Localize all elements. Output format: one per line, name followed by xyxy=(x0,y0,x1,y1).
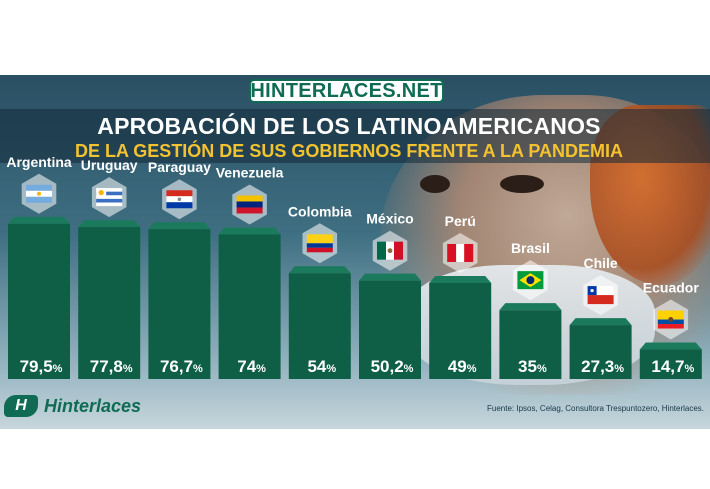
bar-perú xyxy=(429,282,492,379)
brand-site-pill: HINTERLACES.NET xyxy=(249,79,444,103)
category-label: México xyxy=(366,211,413,227)
uruguay-flag-icon xyxy=(96,188,123,207)
value-label: 74% xyxy=(237,357,266,376)
bar-colombia xyxy=(288,273,351,379)
bar-top xyxy=(288,266,351,274)
hinterlaces-logo: H Hinterlaces xyxy=(4,395,141,417)
value-label: 77,8% xyxy=(90,357,133,376)
colombia-flag-icon xyxy=(306,234,333,253)
category-label: Chile xyxy=(583,255,617,271)
peru-flag-icon xyxy=(447,243,474,262)
chart-subtitle: DE LA GESTIÓN DE SUS GOBIERNOS FRENTE A … xyxy=(74,141,624,161)
bar-top xyxy=(429,275,492,283)
background-eye xyxy=(500,175,544,193)
bar-top xyxy=(8,216,70,224)
chile-flag-icon xyxy=(587,286,614,305)
chart-title: APROBACIÓN DE LOS LATINOAMERICANOS xyxy=(97,113,601,139)
category-label: Argentina xyxy=(6,154,72,170)
bar-chile xyxy=(569,325,632,379)
category-label: Brasil xyxy=(511,240,550,256)
background-eye xyxy=(420,175,450,193)
bar-paraguay xyxy=(148,229,211,379)
bar-brasil xyxy=(499,310,562,379)
venezuela-flag-icon xyxy=(236,195,263,214)
category-label: Uruguay xyxy=(81,157,138,173)
bar-top xyxy=(218,227,281,235)
bar-méxico xyxy=(359,280,421,379)
mexico-flag-icon xyxy=(377,241,403,260)
argentina-flag-icon xyxy=(26,184,52,203)
infographic-card: HINTERLACES.NET APROBACIÓN DE LOS LATINO… xyxy=(0,75,710,429)
bar-top xyxy=(499,303,562,311)
bar-top xyxy=(148,222,211,230)
category-label: Venezuela xyxy=(216,164,284,180)
value-label: 14,7% xyxy=(651,357,694,376)
paraguay-flag-icon xyxy=(166,190,193,209)
value-label: 54% xyxy=(307,357,336,376)
bar-top xyxy=(569,318,632,326)
bar-top xyxy=(78,220,141,228)
category-label: Perú xyxy=(445,213,476,229)
value-label: 50,2% xyxy=(371,357,414,376)
logo-mark-icon: H xyxy=(4,395,38,417)
value-label: 76,7% xyxy=(160,357,203,376)
bar-venezuela xyxy=(218,234,281,379)
category-label: Colombia xyxy=(288,203,352,219)
value-label: 49% xyxy=(448,357,477,376)
value-label: 35% xyxy=(518,357,547,376)
bar-uruguay xyxy=(78,227,141,379)
value-label: 79,5% xyxy=(20,357,63,376)
bar-chart: Argentina 79,5% Uruguay 77,8% Paraguay 76,7% V… xyxy=(6,154,702,379)
brand-site-text: HINTERLACES.NET xyxy=(250,79,443,102)
bar-argentina xyxy=(8,223,70,379)
bar-ecuador xyxy=(639,349,702,379)
value-label: 27,3% xyxy=(581,357,624,376)
logo-text: Hinterlaces xyxy=(44,395,142,416)
ecuador-flag-icon xyxy=(657,310,684,329)
title-band xyxy=(0,109,710,163)
brazil-flag-icon xyxy=(517,271,544,290)
bar-top xyxy=(639,342,702,350)
category-label: Paraguay xyxy=(148,159,211,175)
category-label: Ecuador xyxy=(643,280,700,296)
source-note: Fuente: Ipsos, Celag, Consultora Trespun… xyxy=(487,404,704,413)
bar-top xyxy=(359,273,421,281)
